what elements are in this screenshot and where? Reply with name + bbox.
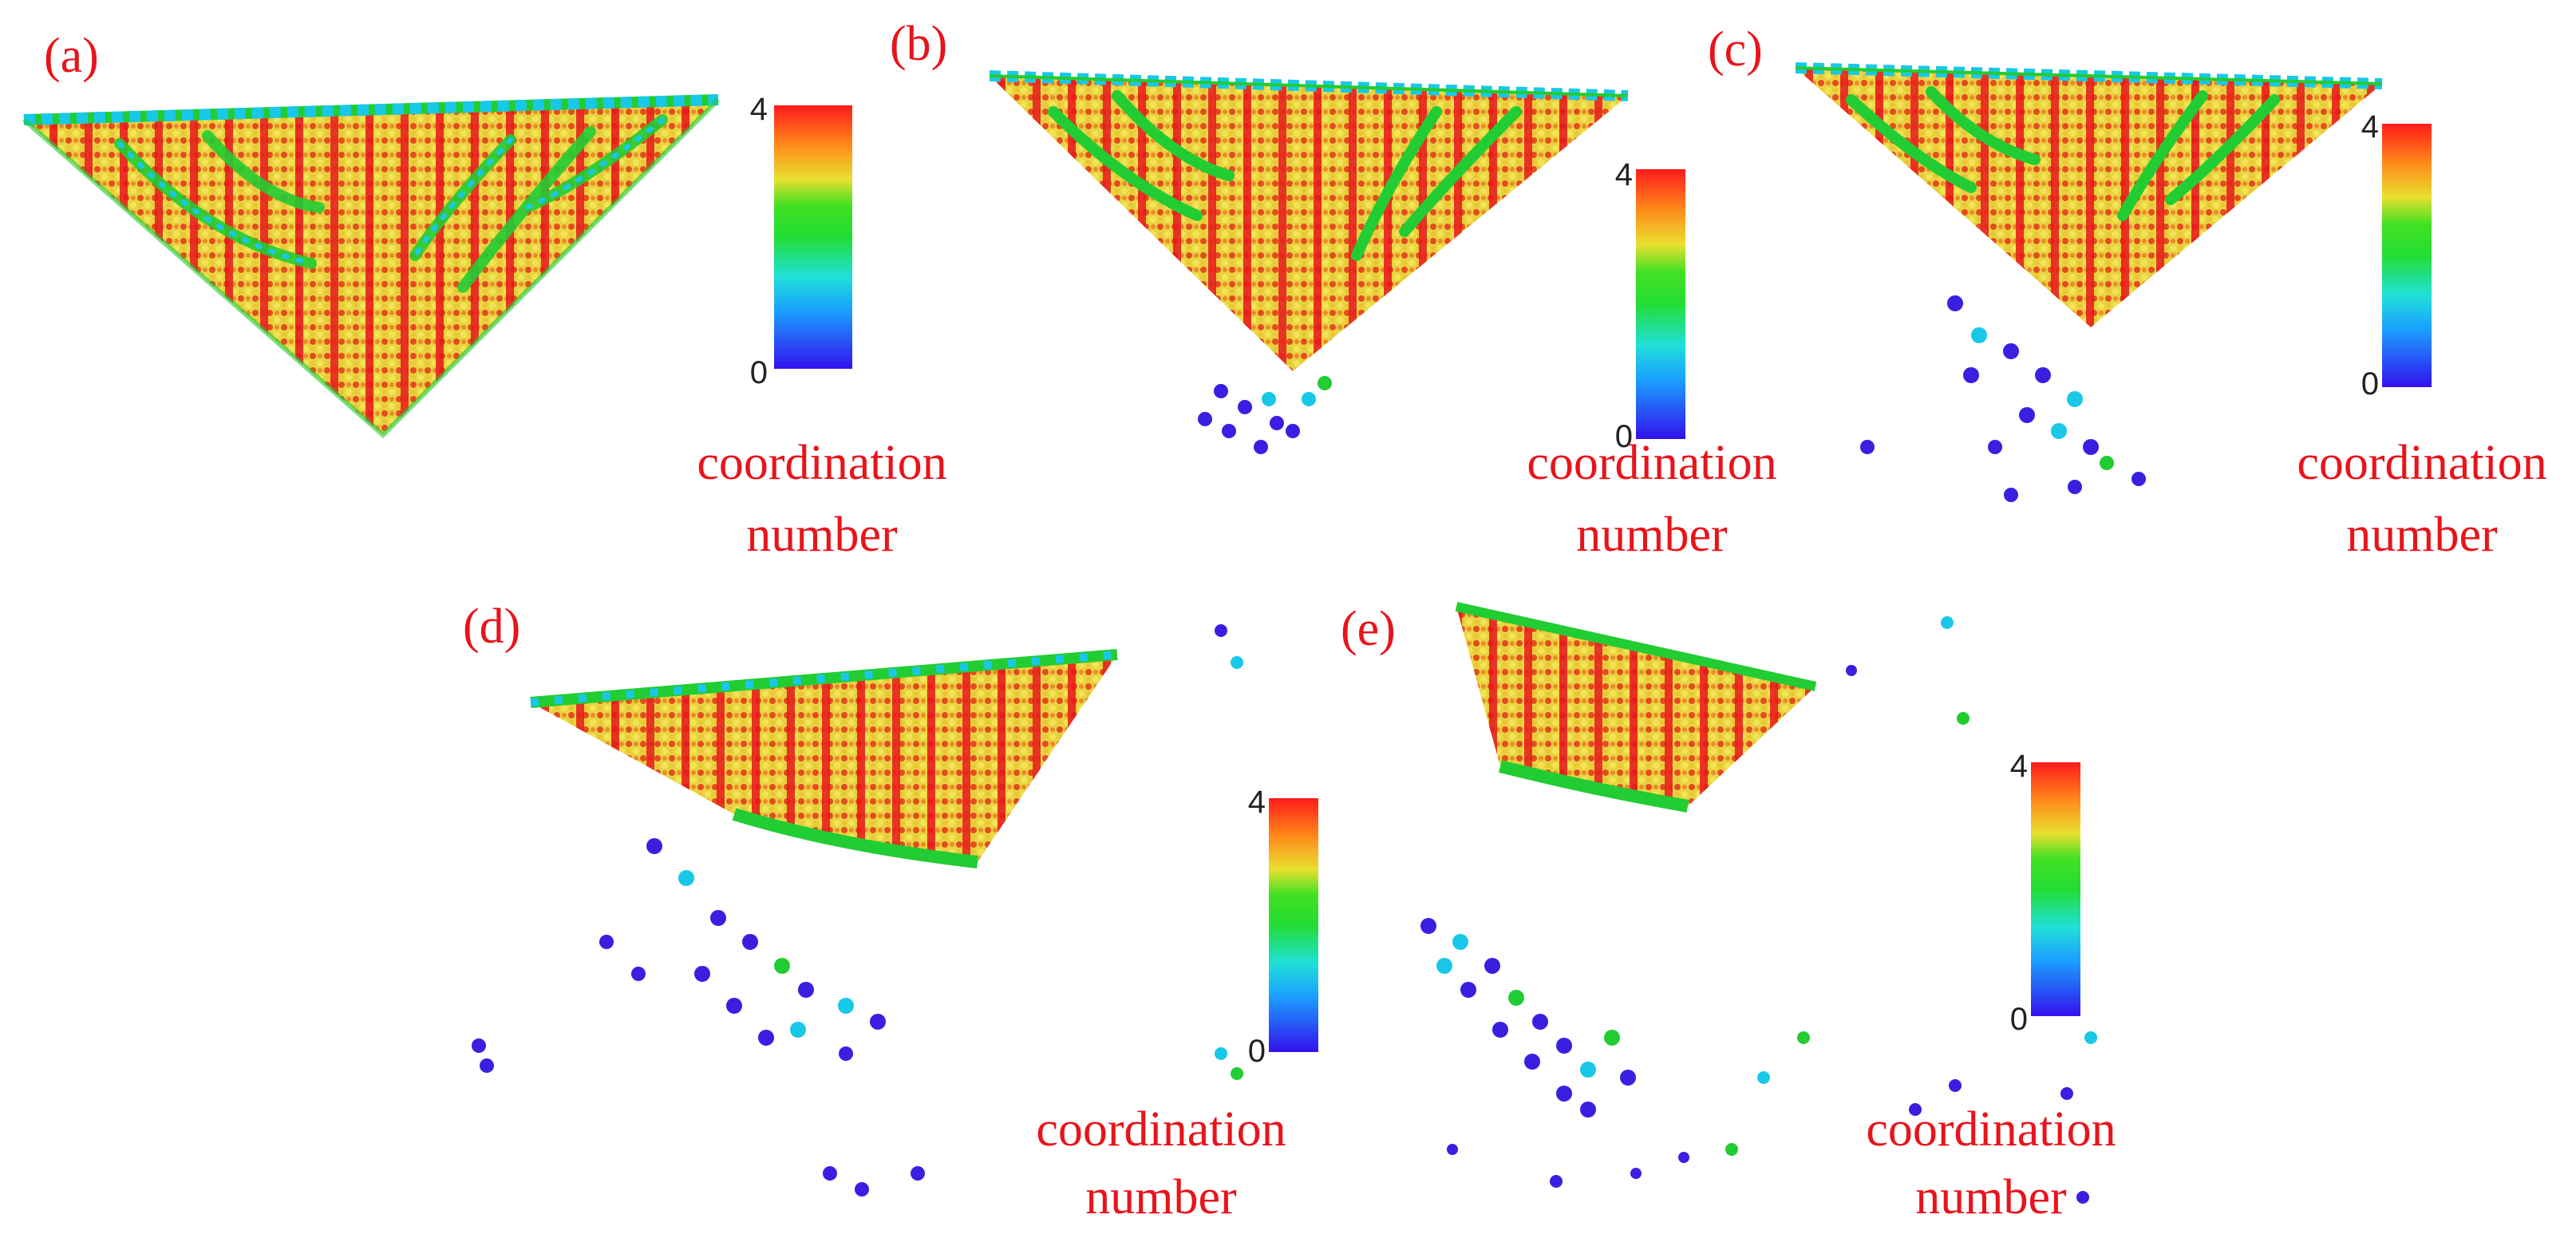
panel-c: (c) 4 0 coordination number [1708,22,2547,562]
panel-c-label: (c) [1708,22,1763,77]
colorbar-min-tick: 0 [1615,419,1633,454]
panel-e-label: (e) [1341,602,1396,656]
colorbar-gradient [1636,169,1685,439]
colorbar-title-line1: coordination [1036,1102,1286,1157]
colorbar-gradient [774,105,852,369]
panel-c-colorbar: 4 0 coordination number [2297,109,2546,562]
panel-e-debris [1420,616,2097,1204]
panel-d-nanoparticle [530,649,1118,868]
colorbar-max-tick: 4 [750,92,768,127]
colorbar-gradient [2031,762,2080,1016]
colorbar-title-line2: number [746,508,898,562]
panel-b: (b) 4 0 coordination number [890,17,1777,562]
colorbar-max-tick: 4 [2010,749,2028,784]
colorbar-min-tick: 0 [2010,1002,2028,1037]
colorbar-title-line2: number [1085,1170,1237,1224]
colorbar-title-line2: number [1915,1170,2067,1224]
panel-e: (e) 4 0 coordination number [1341,602,2116,1224]
panel-d: (d) 4 0 coordination number [463,599,1318,1224]
colorbar-max-tick: 4 [1615,157,1633,192]
panel-d-label: (d) [463,599,520,654]
panel-a-label: (a) [44,29,99,83]
panel-a-nanoparticle [22,94,721,439]
panel-b-debris [1198,376,1332,454]
panel-e-colorbar: 4 0 coordination number [1866,749,2116,1224]
colorbar-max-tick: 4 [1248,785,1266,820]
panel-b-label: (b) [890,17,947,71]
colorbar-min-tick: 0 [750,355,768,390]
colorbar-title-line1: coordination [1527,436,1776,490]
colorbar-title-line2: number [1576,508,1728,562]
colorbar-max-tick: 4 [2361,109,2379,144]
panel-a: (a) 4 0 coordination number [22,29,947,562]
panel-b-nanoparticle [989,70,1629,371]
panel-c-nanoparticle [1795,62,2383,327]
colorbar-title-line1: coordination [2297,436,2546,490]
panel-a-colorbar: 4 0 coordination number [697,92,946,562]
colorbar-title-line1: coordination [1866,1102,2116,1157]
panel-b-colorbar: 4 0 coordination number [1527,157,1776,562]
panel-e-nanoparticle [1455,602,1817,813]
panel-d-colorbar: 4 0 coordination number [1036,785,1318,1224]
panel-d-debris [472,624,1243,1197]
colorbar-min-tick: 0 [1248,1034,1266,1069]
colorbar-gradient [1269,798,1318,1052]
panel-c-debris [1860,295,2146,502]
colorbar-title-line1: coordination [697,436,946,490]
colorbar-gradient [2382,124,2432,387]
colorbar-title-line2: number [2346,508,2498,562]
colorbar-min-tick: 0 [2361,366,2379,402]
